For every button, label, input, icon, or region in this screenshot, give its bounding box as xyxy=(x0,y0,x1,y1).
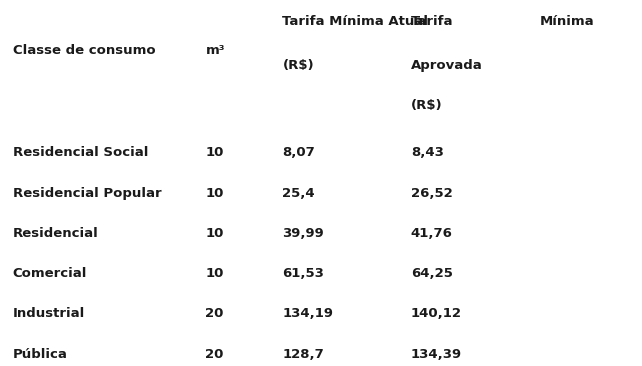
Text: 10: 10 xyxy=(205,227,224,240)
Text: Residencial Popular: Residencial Popular xyxy=(13,187,162,200)
Text: 26,52: 26,52 xyxy=(411,187,453,200)
Text: Pública: Pública xyxy=(13,348,67,361)
Text: 128,7: 128,7 xyxy=(282,348,324,361)
Text: 10: 10 xyxy=(205,146,224,160)
Text: 134,19: 134,19 xyxy=(282,307,333,321)
Text: 61,53: 61,53 xyxy=(282,267,324,280)
Text: Tarifa: Tarifa xyxy=(411,15,453,28)
Text: 20: 20 xyxy=(205,307,224,321)
Text: Tarifa Mínima Atual: Tarifa Mínima Atual xyxy=(282,15,428,28)
Text: 64,25: 64,25 xyxy=(411,267,453,280)
Text: Industrial: Industrial xyxy=(13,307,85,321)
Text: 10: 10 xyxy=(205,187,224,200)
Text: Comercial: Comercial xyxy=(13,267,87,280)
Text: 8,07: 8,07 xyxy=(282,146,315,160)
Text: 25,4: 25,4 xyxy=(282,187,315,200)
Text: 41,76: 41,76 xyxy=(411,227,453,240)
Text: Residencial Social: Residencial Social xyxy=(13,146,148,160)
Text: 134,39: 134,39 xyxy=(411,348,462,361)
Text: (R$): (R$) xyxy=(411,99,442,112)
Text: (R$): (R$) xyxy=(282,59,314,72)
Text: 39,99: 39,99 xyxy=(282,227,324,240)
Text: Aprovada: Aprovada xyxy=(411,59,483,72)
Text: 140,12: 140,12 xyxy=(411,307,462,321)
Text: Mínima: Mínima xyxy=(539,15,594,28)
Text: Residencial: Residencial xyxy=(13,227,99,240)
Text: 20: 20 xyxy=(205,348,224,361)
Text: 8,43: 8,43 xyxy=(411,146,444,160)
Text: m³: m³ xyxy=(205,44,225,57)
Text: Classe de consumo: Classe de consumo xyxy=(13,44,155,57)
Text: 10: 10 xyxy=(205,267,224,280)
